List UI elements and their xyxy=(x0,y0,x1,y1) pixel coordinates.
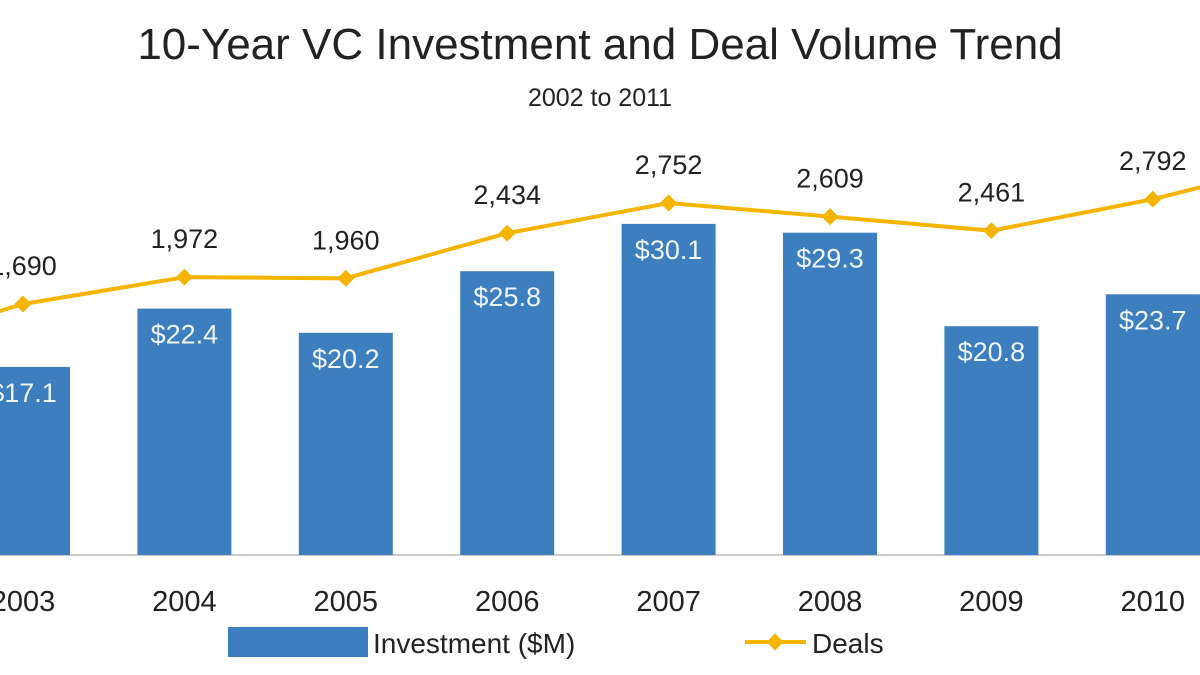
bar-2008 xyxy=(783,232,877,555)
deal-point-2006 xyxy=(498,224,516,242)
bar-label-2003: $17.1 xyxy=(0,378,57,408)
bar-2005 xyxy=(298,332,393,555)
bar-2006 xyxy=(460,271,555,555)
x-tick-2007: 2007 xyxy=(636,586,701,618)
bar-label-2008: $29.3 xyxy=(796,244,864,274)
legend-swatch-investment xyxy=(228,627,368,657)
legend-label-deals: Deals xyxy=(812,628,884,659)
x-tick-2008: 2008 xyxy=(798,586,863,618)
deal-label-2006: 2,434 xyxy=(473,180,541,210)
x-tick-2006: 2006 xyxy=(475,586,540,618)
legend: Investment ($M) Deals xyxy=(228,627,884,659)
bar-label-2007: $30.1 xyxy=(635,235,703,265)
deal-label-2008: 2,609 xyxy=(796,164,864,194)
deal-point-2008 xyxy=(821,208,839,226)
deal-point-2007 xyxy=(660,194,678,212)
deal-point-2009 xyxy=(982,222,1000,240)
deal-label-2010: 2,792 xyxy=(1119,146,1187,176)
deal-point-2005 xyxy=(337,269,355,287)
bar-label-2006: $25.8 xyxy=(473,282,541,312)
x-tick-2010: 2010 xyxy=(1121,586,1186,618)
bar-2009 xyxy=(944,326,1039,555)
legend-marker-deals xyxy=(766,633,784,651)
bar-2004 xyxy=(137,308,232,555)
bar-2007 xyxy=(621,223,716,555)
chart-title: 10-Year VC Investment and Deal Volume Tr… xyxy=(137,20,1063,69)
deal-point-2003 xyxy=(14,295,32,313)
chart-subtitle: 2002 to 2011 xyxy=(527,84,673,112)
x-tick-2009: 2009 xyxy=(959,586,1024,618)
bar-label-2010: $23.7 xyxy=(1119,305,1187,335)
bar-2010 xyxy=(1105,294,1200,555)
x-tick-2003: 2003 xyxy=(0,586,55,618)
deal-label-2005: 1,960 xyxy=(312,225,380,255)
x-tick-2005: 2005 xyxy=(314,586,379,618)
bar-2003 xyxy=(0,366,70,555)
deal-point-2004 xyxy=(175,268,193,286)
bar-label-2009: $20.8 xyxy=(958,337,1026,367)
bar-label-2005: $20.2 xyxy=(312,344,380,374)
x-tick-2004: 2004 xyxy=(152,586,217,618)
deal-label-2007: 2,752 xyxy=(635,150,703,180)
deal-point-2010 xyxy=(1144,190,1162,208)
legend-label-investment: Investment ($M) xyxy=(373,628,575,659)
bar-cropped xyxy=(1192,295,1200,555)
deal-label-2003: 1,690 xyxy=(0,251,57,281)
deal-label-2004: 1,972 xyxy=(151,224,219,254)
deal-label-2009: 2,461 xyxy=(958,178,1026,208)
bar-label-2004: $22.4 xyxy=(151,320,219,350)
